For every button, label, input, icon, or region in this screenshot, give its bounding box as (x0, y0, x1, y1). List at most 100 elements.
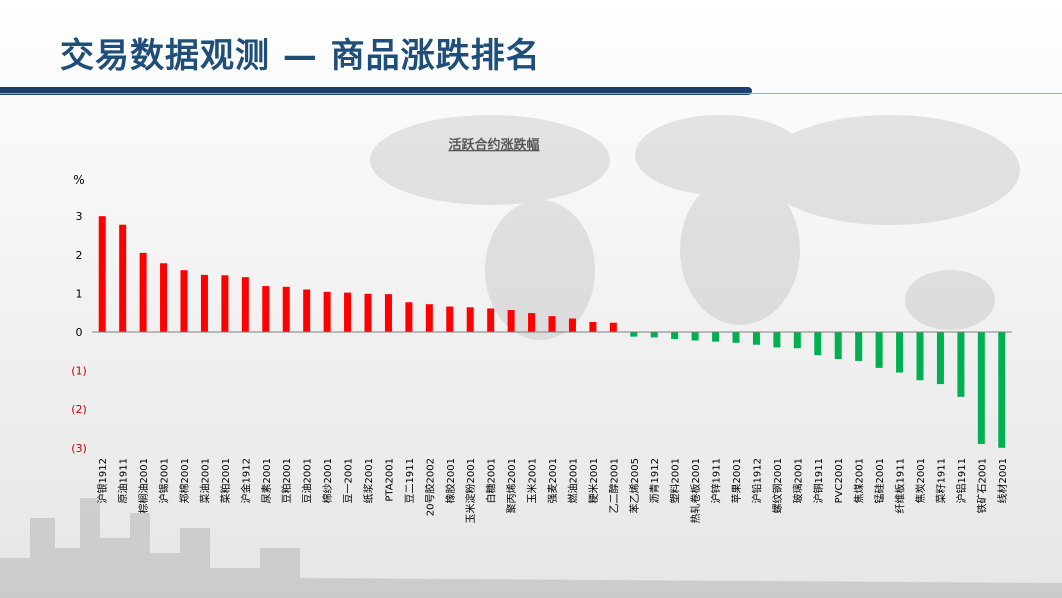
x-category-label: 焦炭2001 (914, 458, 927, 503)
y-tick-label: 0 (76, 326, 83, 339)
bar (425, 304, 433, 332)
x-category-label: 白糖2001 (485, 458, 498, 503)
x-category-label: 沪锌1911 (710, 458, 723, 503)
x-category-label: PTA2001 (384, 458, 395, 502)
bar (732, 332, 740, 343)
bar (998, 332, 1006, 448)
x-category-label: 玉米2001 (526, 458, 539, 503)
bar (589, 321, 597, 332)
bar (650, 332, 658, 338)
x-category-label: 玉米淀粉2001 (464, 458, 477, 523)
x-category-label: 纸浆2001 (362, 458, 375, 503)
bar (221, 275, 229, 332)
bar (691, 332, 699, 341)
page-title: 交易数据观测 — 商品涨跌排名 (60, 36, 541, 76)
x-category-label: 菜油2001 (198, 458, 211, 503)
bar (364, 293, 372, 332)
bar (977, 332, 985, 444)
x-category-label: 苯乙烯2005 (628, 458, 641, 513)
x-category-label: 棉纱2001 (321, 458, 334, 503)
bar (119, 224, 127, 332)
x-category-label: 线材2001 (996, 458, 1009, 503)
x-category-label: 豆二1911 (404, 458, 416, 503)
y-tick-label: 2 (76, 249, 83, 262)
bar (139, 252, 147, 332)
title-underline-rule (0, 93, 1062, 94)
bar (814, 332, 822, 356)
x-category-label: 热轧卷板2001 (689, 458, 702, 523)
x-category-label: 棕榈油2001 (137, 458, 150, 513)
x-category-label: 焦煤2001 (853, 458, 866, 503)
x-category-label: 锰硅2001 (873, 458, 886, 503)
x-category-label: 纤维板1911 (894, 458, 907, 513)
bar (875, 332, 883, 368)
x-category-label: 沪铝1911 (955, 458, 968, 503)
bar (466, 307, 474, 332)
bar (241, 277, 249, 332)
x-category-label: 豆油2001 (301, 458, 314, 503)
x-category-label: 沪锡2001 (158, 458, 171, 503)
bar (834, 332, 842, 360)
x-category-label: 铁矿石2001 (975, 458, 988, 513)
bar (446, 306, 454, 332)
bar (609, 322, 617, 332)
bar (568, 318, 576, 332)
x-category-label: 沥青1912 (648, 458, 661, 503)
bar (773, 332, 781, 348)
y-tick-label: (2) (71, 403, 87, 416)
y-tick-label: (1) (71, 365, 87, 378)
x-category-label: 豆一2001 (343, 458, 355, 503)
x-category-label: 塑料2001 (669, 458, 682, 503)
x-category-label: 玻璃2001 (791, 458, 804, 503)
bar (160, 263, 168, 332)
x-category-label: 豆粕2001 (280, 458, 293, 503)
x-category-label: 沪金1912 (239, 458, 252, 503)
bar (752, 332, 760, 345)
bar (98, 216, 106, 332)
bar (528, 313, 536, 332)
bar (507, 309, 515, 332)
x-category-label: 聚丙烯2001 (505, 458, 518, 513)
y-tick-label: (3) (71, 442, 87, 455)
title-underline-bar (0, 87, 752, 95)
x-category-label: 菜粕2001 (219, 458, 232, 503)
x-category-label: 橡胶2001 (444, 458, 457, 503)
bar (855, 332, 863, 361)
y-tick-label: 3 (76, 210, 83, 223)
x-category-label: 菜籽1911 (935, 458, 947, 503)
bar (323, 291, 331, 332)
x-category-label: 粳米2001 (587, 458, 600, 503)
bar (303, 289, 311, 332)
bar (344, 292, 352, 332)
x-category-label: 乙二醇2001 (607, 458, 620, 513)
x-category-label: 郑棉2001 (178, 458, 191, 503)
x-category-label: 尿素2001 (260, 458, 273, 503)
bar (936, 332, 944, 385)
x-category-label: 原油1911 (117, 458, 130, 503)
x-category-label: 苹果2001 (730, 458, 743, 503)
x-category-label: 强麦2001 (547, 458, 559, 503)
y-axis-unit-label: % (73, 173, 84, 187)
x-category-label: PVC2001 (834, 458, 845, 503)
bar (671, 332, 679, 339)
x-category-label: 沪铅1912 (750, 458, 763, 503)
bar (180, 270, 188, 332)
x-category-label: 沪铜1911 (812, 458, 825, 503)
bar (916, 332, 924, 381)
bar (630, 332, 638, 337)
x-category-label: 螺纹钢2001 (771, 458, 784, 513)
world-map-background (370, 115, 1020, 340)
x-category-label: 沪银1912 (96, 458, 109, 503)
bar (200, 274, 208, 332)
bar (282, 286, 290, 332)
x-category-label: 燃油2001 (566, 458, 579, 503)
bar (712, 332, 720, 342)
bar (262, 286, 270, 332)
bar (384, 294, 392, 332)
bar (793, 332, 801, 349)
chart-title: 活跃合约涨跌幅 (448, 137, 539, 153)
bar (896, 332, 904, 373)
bar (405, 302, 413, 332)
x-category-label: 20号胶2002 (423, 458, 436, 516)
